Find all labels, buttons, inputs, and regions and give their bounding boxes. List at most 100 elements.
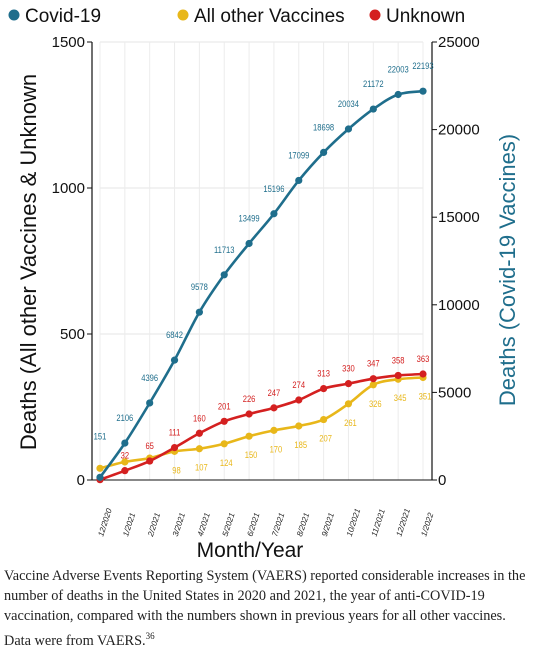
data-label-unknown: 201 <box>218 400 231 411</box>
data-label-all-other-vaccines: 170 <box>270 444 283 455</box>
figure-caption: Vaccine Adverse Events Reporting System … <box>4 566 530 651</box>
data-label-unknown: 65 <box>145 440 154 451</box>
data-label-all-other-vaccines: 150 <box>245 449 258 460</box>
x-tick-label: 3/2021 <box>171 512 187 538</box>
right-tick-label: 25000 <box>438 34 480 51</box>
data-label-all-other-vaccines: 261 <box>344 417 357 428</box>
data-point-covid-19 <box>195 308 203 316</box>
data-point-covid-19 <box>270 210 278 218</box>
data-label-covid-19: 17099 <box>288 150 309 161</box>
data-point-covid-19 <box>295 176 303 185</box>
x-tick-label: 4/2021 <box>196 512 212 538</box>
data-point-unknown <box>170 443 179 452</box>
data-label-all-other-vaccines: 207 <box>319 433 332 444</box>
data-point-unknown <box>146 457 154 465</box>
data-point-covid-19 <box>419 87 427 95</box>
data-point-covid-19 <box>96 473 104 481</box>
data-point-all-other-vaccines <box>369 381 377 389</box>
data-label-unknown: 247 <box>268 387 281 398</box>
chart: 050010001500050001000015000200002500012/… <box>8 6 520 562</box>
data-label-unknown: 111 <box>169 427 181 438</box>
legend-marker-all-other-vaccines <box>177 9 189 21</box>
legend-label-covid-19: Covid-19 <box>25 6 101 27</box>
data-point-unknown <box>295 396 303 404</box>
x-tick-label: 1/2021 <box>121 512 137 538</box>
data-point-all-other-vaccines <box>270 426 278 434</box>
data-label-covid-19: 22193 <box>412 60 433 71</box>
data-label-all-other-vaccines: 326 <box>369 398 382 409</box>
data-label-all-other-vaccines: 107 <box>195 462 208 473</box>
y-axis-title: Deaths (All other Vaccines & Unknown <box>16 74 41 450</box>
data-point-unknown <box>320 385 328 393</box>
data-point-unknown <box>121 467 129 475</box>
left-tick-label: 0 <box>77 472 85 489</box>
y2-axis-title: Deaths (Covid-19 Vaccines) <box>495 134 520 406</box>
data-point-all-other-vaccines <box>344 400 353 408</box>
x-tick-label: 6/2021 <box>245 512 261 538</box>
left-tick-label: 1500 <box>52 34 85 51</box>
data-point-all-other-vaccines <box>320 415 328 424</box>
data-point-all-other-vaccines <box>195 445 203 453</box>
legend-marker-covid-19 <box>8 9 20 21</box>
data-point-unknown <box>394 371 402 380</box>
data-label-covid-19: 21172 <box>363 78 384 89</box>
data-label-covid-19: 18698 <box>313 122 334 133</box>
data-label-unknown: 32 <box>121 450 130 461</box>
right-tick-label: 20000 <box>438 122 480 139</box>
data-label-unknown: 347 <box>367 358 380 369</box>
left-tick-label: 500 <box>60 326 85 343</box>
data-label-covid-19: 151 <box>94 431 107 442</box>
data-label-covid-19: 6842 <box>166 329 183 340</box>
data-label-covid-19: 20034 <box>338 98 359 109</box>
series-line-covid-19 <box>98 89 424 479</box>
data-point-covid-19 <box>220 271 228 279</box>
right-tick-label: 10000 <box>438 297 480 314</box>
left-tick-label: 1000 <box>52 180 85 197</box>
data-label-all-other-vaccines: 345 <box>394 392 407 403</box>
data-point-covid-19 <box>170 356 179 364</box>
data-label-all-other-vaccines: 98 <box>172 465 181 476</box>
data-label-unknown: 226 <box>243 393 256 404</box>
x-tick-label: 7/2021 <box>270 512 286 538</box>
legend-label-all-other-vaccines: All other Vaccines <box>194 6 345 27</box>
data-label-covid-19: 22003 <box>388 64 409 75</box>
data-label-covid-19: 4396 <box>141 372 158 383</box>
data-point-all-other-vaccines <box>220 440 228 448</box>
data-point-unknown <box>344 380 353 388</box>
x-tick-label: 10/2021 <box>345 507 362 537</box>
data-label-unknown: 160 <box>193 412 206 423</box>
data-point-unknown <box>270 404 278 412</box>
x-tick-label: 12/2020 <box>96 507 114 538</box>
x-tick-label: 12/2021 <box>394 507 411 537</box>
data-label-unknown: 358 <box>392 355 405 366</box>
data-label-covid-19: 11713 <box>214 244 235 255</box>
right-tick-label: 5000 <box>438 384 471 401</box>
data-label-covid-19: 2106 <box>116 412 133 423</box>
data-point-covid-19 <box>146 399 154 407</box>
data-point-all-other-vaccines <box>295 422 303 430</box>
data-label-all-other-vaccines: 124 <box>220 457 233 468</box>
data-point-covid-19 <box>320 148 328 157</box>
data-point-all-other-vaccines <box>96 464 104 472</box>
data-point-unknown <box>220 417 228 425</box>
caption-text: Vaccine Adverse Events Reporting System … <box>4 568 526 649</box>
legend-label-unknown: Unknown <box>386 6 465 27</box>
data-point-unknown <box>195 429 203 437</box>
data-point-covid-19 <box>394 90 402 99</box>
data-label-covid-19: 9578 <box>191 281 208 292</box>
data-label-unknown: 363 <box>417 353 430 364</box>
data-label-all-other-vaccines: 185 <box>294 439 307 450</box>
data-label-all-other-vaccines: 351 <box>419 391 432 402</box>
series-line-all-other-vaccines <box>99 376 424 470</box>
caption-reference: 36 <box>145 631 155 641</box>
data-point-covid-19 <box>121 439 129 447</box>
data-point-covid-19 <box>245 239 253 248</box>
data-label-unknown: 313 <box>317 368 330 379</box>
data-point-unknown <box>369 375 377 383</box>
x-tick-label: 9/2021 <box>320 512 336 538</box>
x-tick-label: 2/2021 <box>146 512 162 539</box>
x-tick-label: 1/2022 <box>419 511 435 538</box>
x-axis-title: Month/Year <box>197 539 304 562</box>
data-point-all-other-vaccines <box>121 458 129 466</box>
x-tick-label: 11/2021 <box>370 508 387 538</box>
